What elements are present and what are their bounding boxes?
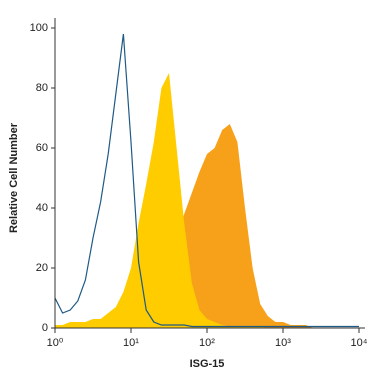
x-axis-label: ISG-15 [190,358,225,370]
y-tick-label: 80 [36,82,48,94]
y-tick-label: 60 [36,142,48,154]
y-tick-label: 0 [42,322,48,334]
x-tick-label: 10⁴ [351,337,368,349]
y-tick-label: 20 [36,262,48,274]
line [54,33,359,328]
y-tick-label: 40 [36,202,48,214]
y-tick-label: 100 [30,22,48,34]
area [55,124,359,328]
x-tick-label: 10⁰ [47,337,64,349]
x-tick-label: 10² [199,337,215,349]
y-axis-label: Relative Cell Number [8,122,20,233]
x-tick-label: 10³ [275,337,291,349]
x-tick-label: 10¹ [123,337,139,349]
